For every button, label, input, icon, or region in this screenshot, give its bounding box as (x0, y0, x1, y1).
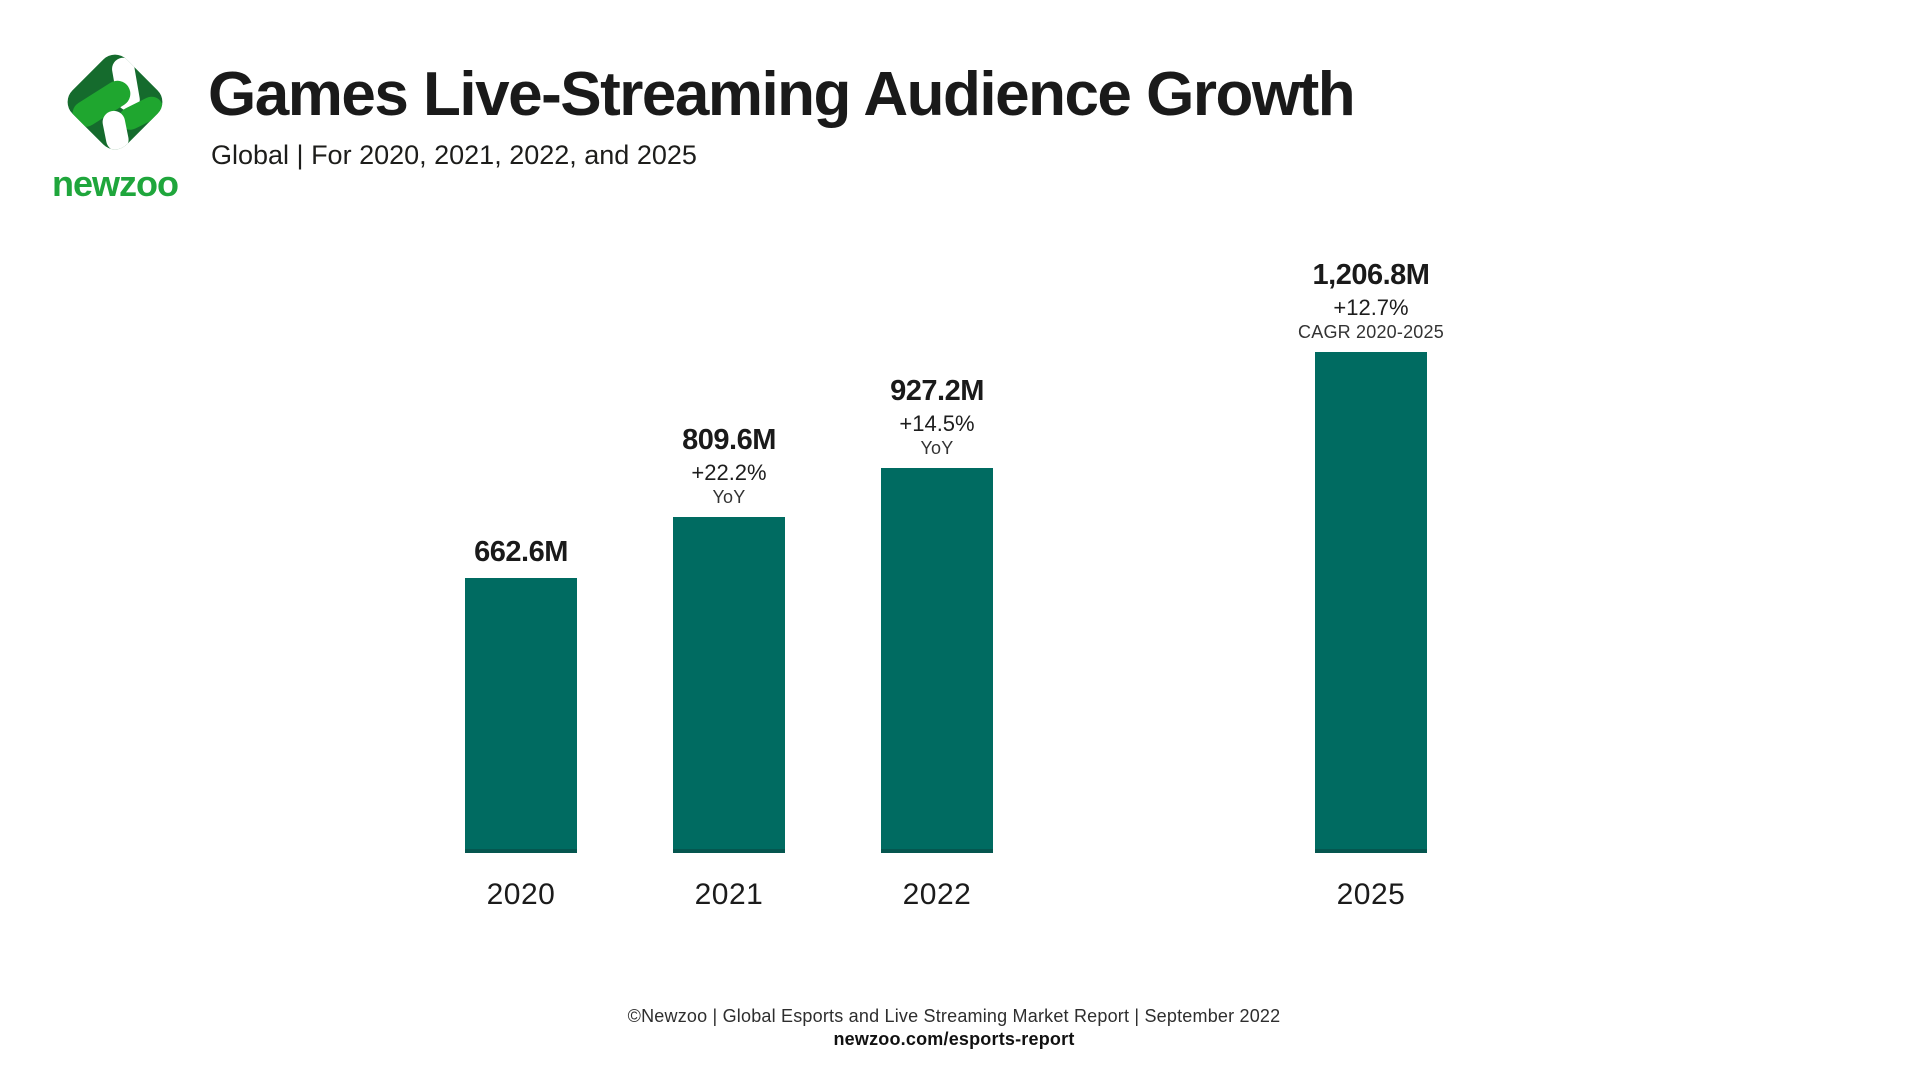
bar-growth-label: +12.7% (1333, 295, 1409, 321)
footer-source-text: ©Newzoo | Global Esports and Live Stream… (627, 1006, 1281, 1026)
x-axis-label-2021: 2021 (694, 878, 764, 911)
bar-2025 (1315, 352, 1427, 853)
logo-capsule-right-green (119, 96, 163, 130)
page-title: Games Live-Streaming Audience Growth (208, 60, 1356, 129)
bar-label-stack-2022: 927.2M +14.5% YoY (797, 375, 1077, 459)
bar-2022 (881, 468, 993, 853)
x-axis-label-2025: 2025 (1336, 878, 1406, 911)
bar-value-label: 662.6M (474, 535, 568, 568)
bar-value-label: 809.6M (682, 423, 776, 456)
logo-capsule-bottom-white (102, 110, 129, 151)
newzoo-wordmark: newzoo (52, 163, 179, 204)
bar-growth-label: +14.5% (899, 411, 975, 437)
bar-2021 (673, 517, 785, 853)
bar-growth-label: +22.2% (691, 460, 767, 486)
bar-label-stack-2020: 662.6M (381, 536, 661, 569)
x-axis-label-2022: 2022 (902, 878, 972, 911)
newzoo-logo-icon (67, 54, 163, 151)
footer-report-link[interactable]: newzoo.com/esports-report (833, 1029, 1075, 1049)
bar-value-label: 927.2M (890, 374, 984, 407)
bar-growth-period-label: CAGR 2020-2025 (1298, 322, 1444, 343)
logo-capsule-band-green (72, 80, 131, 127)
page-subtitle: Global | For 2020, 2021, 2022, and 2025 (211, 140, 697, 170)
bar-label-stack-2021: 809.6M +22.2% YoY (589, 424, 869, 508)
x-axis-label-2020: 2020 (486, 878, 556, 911)
bar-value-label: 1,206.8M (1312, 258, 1430, 291)
bar-growth-period-label: YoY (920, 438, 954, 459)
bar-2020 (465, 578, 577, 853)
bar-growth-period-label: YoY (712, 487, 746, 508)
bar-label-stack-2025: 1,206.8M +12.7% CAGR 2020-2025 (1231, 259, 1511, 343)
